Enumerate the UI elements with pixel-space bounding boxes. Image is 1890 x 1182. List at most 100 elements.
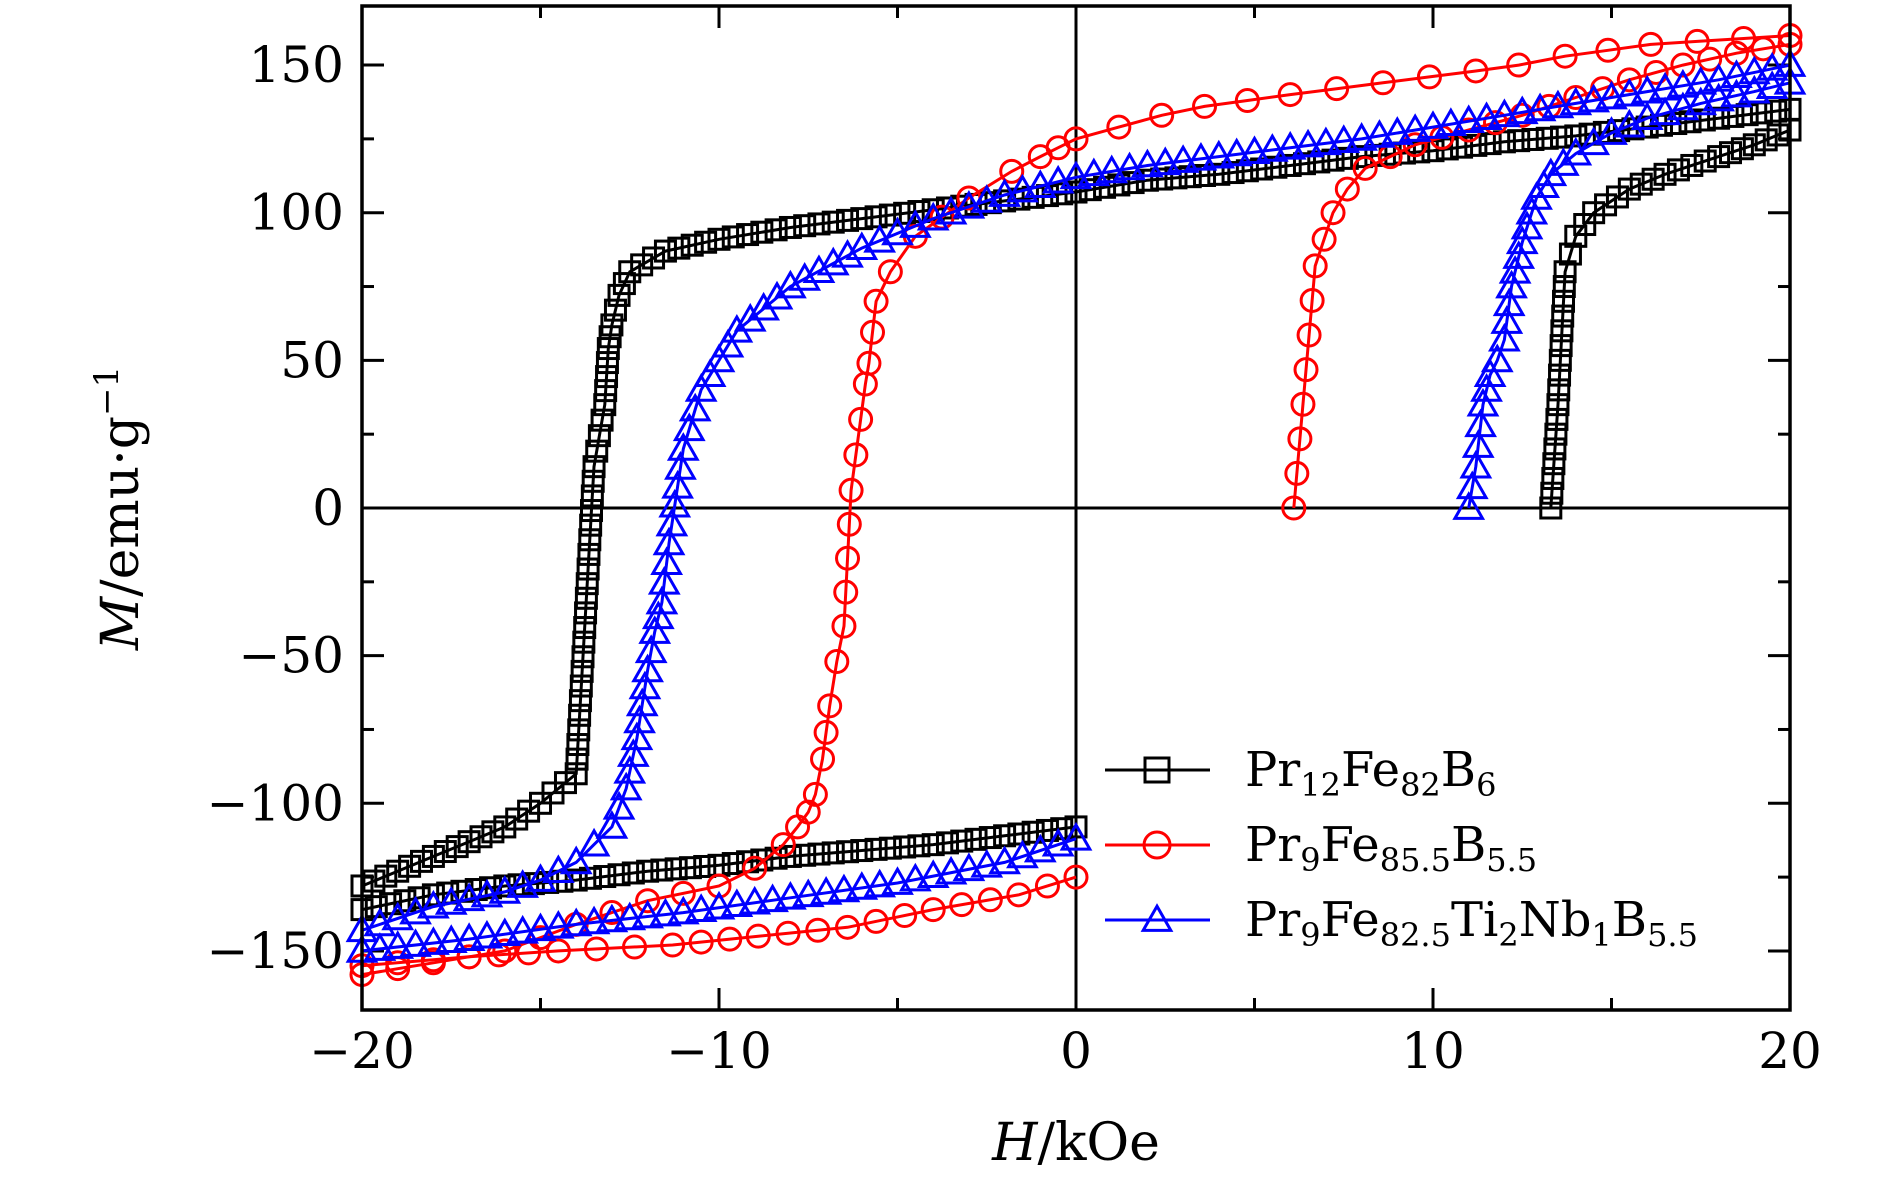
data-point-triangle <box>595 810 629 839</box>
y-axis-label: M/emu·g−1 <box>87 366 151 651</box>
data-point-triangle <box>641 600 675 630</box>
data-point-circle <box>999 158 1025 184</box>
data-point-triangle <box>684 373 718 402</box>
data-point-circle <box>838 477 864 503</box>
data-point-triangle <box>470 919 504 949</box>
y-tick-label: −50 <box>238 627 344 685</box>
y-tick-label: 100 <box>249 184 344 242</box>
data-point-triangle <box>952 852 986 882</box>
data-point-triangle <box>1309 126 1343 156</box>
data-point-circle <box>670 880 696 906</box>
series-line-ascending <box>361 837 1077 953</box>
data-point-triangle <box>863 868 897 898</box>
data-point-circle <box>1293 357 1319 383</box>
data-point-triangle <box>1452 491 1486 520</box>
data-point-circle <box>660 932 686 958</box>
data-point-triangle <box>774 269 807 299</box>
data-point-triangle <box>524 912 557 942</box>
zero-lines <box>362 6 1790 1010</box>
data-point-triangle <box>506 914 540 944</box>
data-point-square <box>607 283 631 307</box>
data-point-triangle <box>1720 59 1753 88</box>
data-point-square <box>864 837 888 861</box>
data-point-triangle <box>1470 101 1503 131</box>
data-point-triangle <box>1461 429 1495 458</box>
data-point-circle <box>1670 52 1696 78</box>
data-point-square <box>1551 304 1575 328</box>
data-point-circle <box>1320 200 1346 226</box>
series-line-ascending <box>361 875 1077 968</box>
data-point-circle <box>805 917 831 943</box>
data-point-triangle <box>756 883 789 913</box>
data-point-square <box>595 351 619 375</box>
data-point-triangle <box>693 358 727 387</box>
data-point-triangle <box>1273 130 1307 160</box>
data-point-square <box>1278 153 1302 177</box>
data-point-triangle <box>916 859 950 888</box>
data-point-square <box>750 220 774 244</box>
data-point-square <box>1507 129 1531 153</box>
data-point-triangle <box>678 392 712 422</box>
data-point-triangle <box>1470 373 1503 402</box>
data-point-square <box>1221 161 1245 185</box>
data-point-circle <box>1638 31 1664 57</box>
data-point-circle <box>1616 67 1642 93</box>
data-point-square <box>694 230 718 254</box>
data-point-circle <box>770 832 796 858</box>
data-point-triangle <box>898 862 932 892</box>
data-point-square <box>1766 123 1790 147</box>
data-point-square <box>481 820 505 844</box>
data-point-triangle <box>952 189 986 219</box>
data-point-square <box>362 869 386 893</box>
data-point-square <box>590 408 614 432</box>
data-point-circle <box>1034 873 1060 899</box>
data-point-square <box>807 842 831 866</box>
data-point-triangle <box>1523 92 1557 122</box>
data-point-square <box>505 807 529 831</box>
data-point-circle <box>1731 25 1757 51</box>
data-point-triangle <box>452 882 486 912</box>
data-point-triangle <box>1184 141 1218 171</box>
data-point-circle <box>1287 426 1313 452</box>
data-point-triangle <box>1473 358 1507 387</box>
data-point-circle <box>599 900 625 926</box>
data-point-triangle <box>1077 157 1111 187</box>
data-point-circle <box>385 950 411 976</box>
data-point-circle <box>1352 155 1378 181</box>
data-point-triangle <box>1492 287 1526 317</box>
series-line-descending <box>361 34 1791 977</box>
data-point-triangle <box>506 869 540 898</box>
data-point-square <box>693 854 717 878</box>
data-point-triangle <box>666 895 700 925</box>
data-point-circle <box>843 442 869 468</box>
data-point-triangle <box>399 895 432 925</box>
data-point-triangle <box>1398 113 1432 142</box>
data-point-triangle <box>1630 74 1664 104</box>
data-point-circle <box>1192 93 1218 119</box>
data-point-square <box>421 844 445 868</box>
data-point-square <box>836 840 860 864</box>
data-point-square <box>1464 133 1488 157</box>
data-point-square <box>1707 145 1731 169</box>
data-point-triangle <box>1490 305 1524 334</box>
data-point-triangle <box>1363 119 1396 148</box>
data-point-circle <box>977 887 1003 913</box>
data-point-square <box>707 227 731 251</box>
data-point-square <box>1007 822 1031 846</box>
data-point-triangle <box>1202 139 1236 169</box>
data-point-triangle <box>434 924 468 953</box>
data-point-triangle <box>559 907 593 937</box>
data-point-triangle <box>1666 68 1700 98</box>
data-point-circle <box>583 936 609 962</box>
data-point-square <box>603 298 627 322</box>
data-point-circle <box>1302 253 1328 279</box>
data-point-circle <box>1311 226 1337 252</box>
data-point-square <box>821 841 845 865</box>
data-point-square <box>721 225 745 249</box>
data-point-square <box>566 733 590 757</box>
data-point-circle <box>456 944 482 970</box>
data-point-square <box>596 337 620 361</box>
data-point-square <box>1539 496 1563 520</box>
data-point-square <box>1678 110 1702 134</box>
data-point-square <box>878 836 902 860</box>
